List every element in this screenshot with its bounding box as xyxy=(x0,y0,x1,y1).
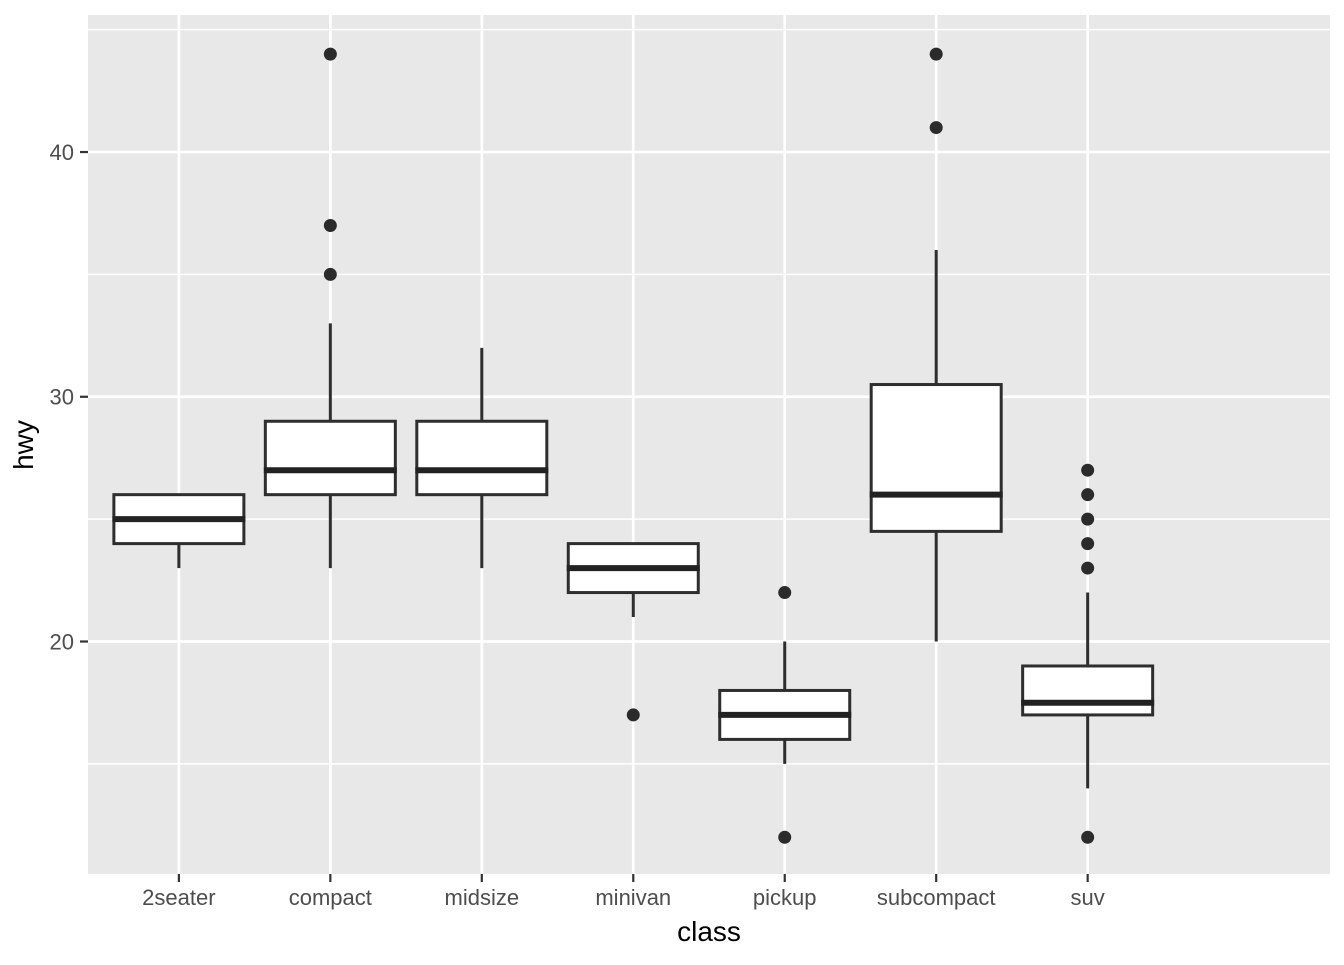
box-suv xyxy=(1021,664,1155,717)
y-tick-label: 20 xyxy=(50,629,74,654)
outlier-point-suv xyxy=(1081,512,1095,526)
outlier-point-suv xyxy=(1081,463,1095,477)
outlier-point-suv xyxy=(1081,488,1095,502)
y-tick-label: 30 xyxy=(50,385,74,410)
box-compact xyxy=(263,419,397,497)
x-tick-label-pickup: pickup xyxy=(753,885,817,910)
x-tick-label-compact: compact xyxy=(289,885,372,910)
outlier-point-subcompact xyxy=(929,121,943,135)
outlier-point-compact xyxy=(323,267,337,281)
box-midsize xyxy=(415,419,549,497)
x-tick-label-subcompact: subcompact xyxy=(877,885,996,910)
outlier-point-subcompact xyxy=(929,47,943,61)
outlier-point-minivan xyxy=(626,708,640,722)
x-tick-label-suv: suv xyxy=(1071,885,1105,910)
outlier-point-pickup xyxy=(778,830,792,844)
outlier-point-suv xyxy=(1081,830,1095,844)
outlier-point-compact xyxy=(323,47,337,61)
box-subcompact xyxy=(869,383,1003,533)
outlier-point-compact xyxy=(323,218,337,232)
y-tick-label: 40 xyxy=(50,140,74,165)
x-tick-label-2seater: 2seater xyxy=(142,885,215,910)
x-tick-label-minivan: minivan xyxy=(595,885,671,910)
x-tick-label-midsize: midsize xyxy=(445,885,520,910)
outlier-point-suv xyxy=(1081,537,1095,551)
x-axis-title: class xyxy=(677,916,741,947)
outlier-point-pickup xyxy=(778,586,792,600)
y-axis-title: hwy xyxy=(8,420,39,470)
outlier-point-suv xyxy=(1081,561,1095,575)
